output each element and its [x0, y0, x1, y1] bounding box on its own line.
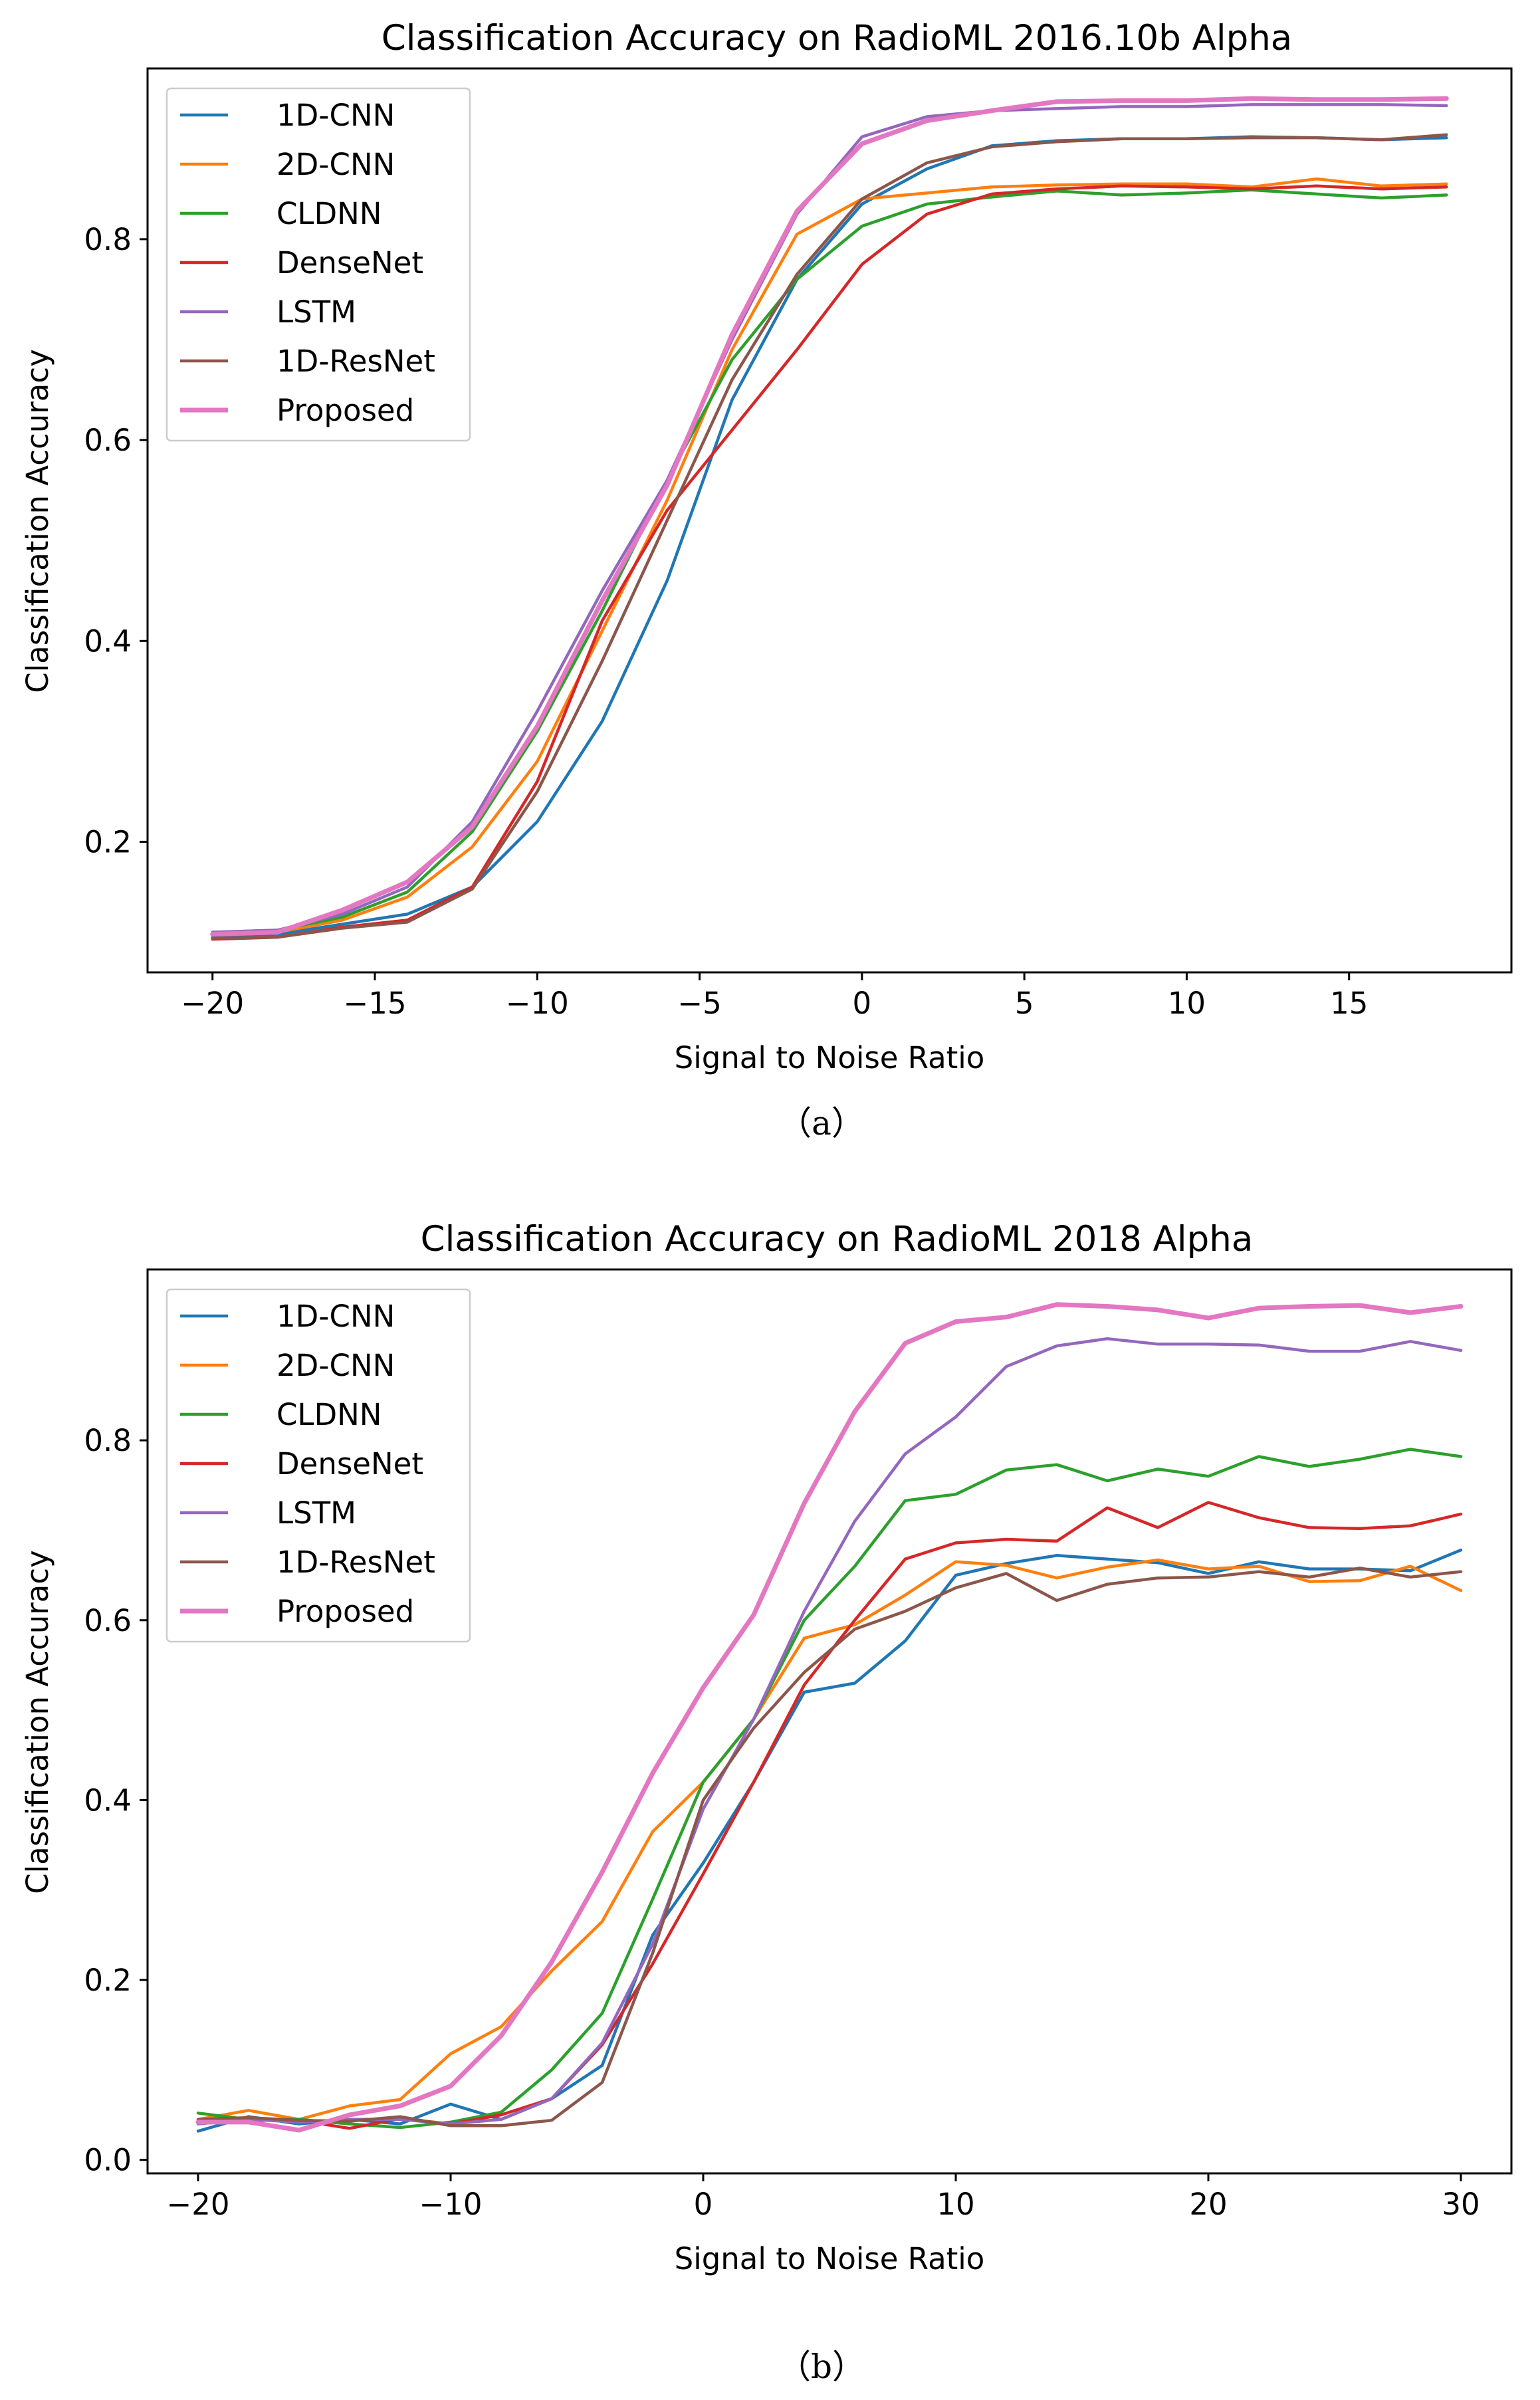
x-tick-label: −10 [506, 986, 569, 1021]
x-tick-label: −20 [167, 2187, 230, 2222]
x-tick-label: 5 [1015, 986, 1034, 1021]
y-tick-label: 0.6 [84, 1603, 132, 1638]
legend-label-densenet: DenseNet [276, 245, 423, 280]
series-line-densenet [211, 184, 1448, 941]
legend-box [165, 1288, 471, 1643]
legend-label-1d-cnn: 1D-CNN [276, 98, 395, 133]
series-lines [210, 96, 1449, 941]
x-tick-label: 10 [936, 2187, 974, 2222]
x-tick-label: −15 [344, 986, 407, 1021]
caption-a: （a） [778, 1104, 865, 1143]
legend-label-1d-resnet: 1D-ResNet [276, 344, 435, 379]
x-axis-label: Signal to Noise Ratio [675, 1040, 985, 1075]
x-tick-label: 10 [1168, 986, 1206, 1021]
y-axis-ticks: 0.0 0.2 0.4 0.6 0.8 [84, 1423, 148, 2178]
caption-b: （b） [778, 2347, 865, 2386]
series-line-1d-resnet [196, 1567, 1463, 2127]
x-tick-label: 20 [1189, 2187, 1227, 2222]
y-axis-label: Classification Accuracy [20, 1550, 55, 1894]
y-tick-label: 0.4 [84, 623, 132, 659]
chart-panel-a: Classification Accuracy on RadioML 2016.… [20, 18, 1513, 1143]
legend-label-lstm: LSTM [276, 1495, 356, 1531]
x-tick-label: −20 [181, 986, 244, 1021]
y-tick-label: 0.2 [84, 1963, 132, 1998]
chart-title: Classification Accuracy on RadioML 2018 … [421, 1219, 1254, 1259]
series-line-2d-cnn [211, 177, 1448, 936]
legend: 1D-CNN 2D-CNN CLDNN DenseNet LSTM 1D-ResNet Pr… [165, 87, 471, 442]
x-tick-label: 0 [694, 2187, 713, 2222]
chart-panel-b: Classification Accuracy on RadioML 2018 … [20, 1219, 1513, 2386]
chart-title: Classification Accuracy on RadioML 2016.… [382, 18, 1293, 58]
x-tick-label: 30 [1442, 2187, 1480, 2222]
series-line-lstm [196, 1337, 1463, 2126]
series-line-proposed [195, 1302, 1464, 2133]
legend-label-densenet: DenseNet [276, 1446, 423, 1481]
y-tick-label: 0.8 [84, 222, 132, 257]
y-axis-label: Classification Accuracy [20, 349, 55, 693]
legend-label-lstm: LSTM [276, 294, 356, 330]
plot-frame [146, 67, 1513, 974]
series-lines [195, 1302, 1464, 2133]
legend-box [165, 87, 471, 442]
x-tick-label: −5 [677, 986, 721, 1021]
legend-label-2d-cnn: 2D-CNN [276, 147, 395, 182]
y-tick-label: 0.0 [84, 2143, 132, 2178]
series-line-proposed [210, 96, 1449, 937]
legend-label-cldnn: CLDNN [276, 196, 382, 231]
series-line-1d-resnet [211, 133, 1448, 940]
y-tick-label: 0.4 [84, 1783, 132, 1818]
legend-label-proposed: Proposed [276, 393, 414, 428]
y-axis-ticks: 0.2 0.4 0.6 0.8 [84, 222, 148, 860]
series-line-2d-cnn [196, 1558, 1463, 2122]
legend-label-1d-cnn: 1D-CNN [276, 1299, 395, 1334]
legend-label-2d-cnn: 2D-CNN [276, 1348, 395, 1383]
legend-label-1d-resnet: 1D-ResNet [276, 1545, 435, 1580]
x-axis-ticks: −20 −15 −10 −5 0 5 10 15 [181, 972, 1368, 1021]
series-line-cldnn [211, 188, 1448, 934]
x-axis-ticks: −20 −10 0 10 20 30 [167, 2173, 1480, 2222]
x-tick-label: 15 [1330, 986, 1368, 1021]
x-tick-label: −10 [419, 2187, 483, 2222]
y-tick-label: 0.2 [84, 825, 132, 860]
y-tick-label: 0.6 [84, 423, 132, 458]
x-tick-label: 0 [853, 986, 872, 1021]
legend-label-proposed: Proposed [276, 1594, 414, 1629]
y-tick-label: 0.8 [84, 1423, 132, 1458]
series-line-cldnn [196, 1448, 1463, 2129]
legend: 1D-CNN 2D-CNN CLDNN DenseNet LSTM 1D-ResNet Pr… [165, 1288, 471, 1643]
x-axis-label: Signal to Noise Ratio [675, 2241, 985, 2276]
legend-label-cldnn: CLDNN [276, 1397, 382, 1432]
plot-frame [146, 1268, 1513, 2175]
